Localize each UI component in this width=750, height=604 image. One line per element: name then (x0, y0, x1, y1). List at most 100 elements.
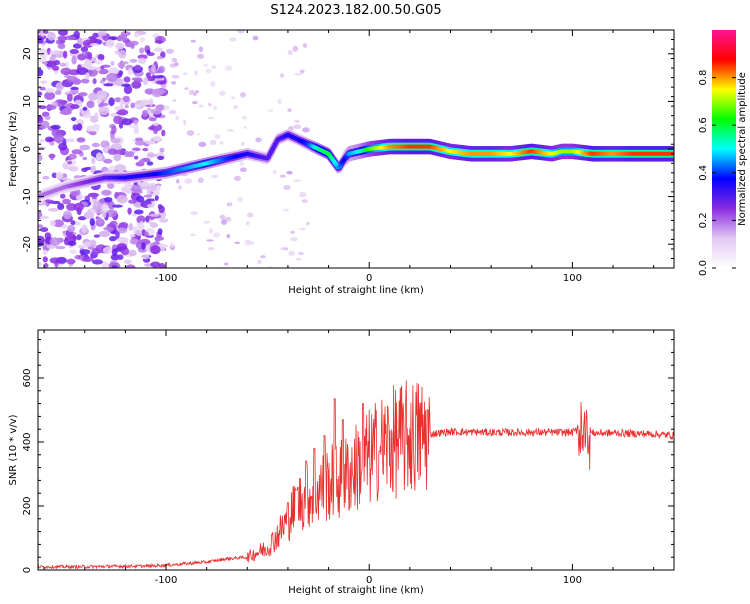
spectrogram-noise-blob (135, 229, 142, 236)
spectrogram-noise-blob (154, 88, 167, 94)
spectrogram-noise-blob (292, 45, 299, 52)
spectrogram-noise-blob (110, 112, 117, 118)
spectrogram-noise-blob (142, 147, 149, 152)
y-tick-label: -20 (22, 236, 33, 252)
spectrogram-noise-blob (42, 175, 50, 180)
spectrogram-noise-blob (84, 72, 90, 80)
spectrogram-noise-blob (134, 209, 144, 215)
spectrogram-noise-blob (252, 35, 259, 41)
spectrogram-noise-blob (139, 185, 151, 190)
y-tick-label: 600 (22, 368, 33, 387)
spectrogram-noise-blob (141, 242, 146, 250)
spectrogram-noise-blob (198, 46, 203, 53)
spectrogram-noise-blob (246, 221, 250, 225)
snr-panel: -100 0 100 0 200 400 600 Height of straight li… (8, 329, 675, 596)
spectrogram-noise-blob (161, 129, 166, 137)
spectrogram-noise-blob (64, 35, 77, 41)
y-tick-label: 10 (22, 95, 33, 108)
spectrogram-noise-blob (95, 152, 103, 161)
spectrogram-noise-blob (157, 155, 165, 160)
spectrogram-noise-blob (139, 100, 150, 106)
spectrogram-noise-blob (54, 90, 62, 95)
spectrogram-noise-blob (188, 89, 196, 95)
spectrogram-noise-blob (128, 40, 139, 46)
spectrogram-noise-blob (38, 261, 42, 267)
spectrogram-noise-blob (129, 234, 136, 238)
spectrogram-noise-blob (231, 96, 235, 100)
spectrogram-noise-blob (223, 262, 229, 266)
spectrogram-noise-blob (130, 102, 135, 109)
spectrogram-noise-blob (101, 140, 107, 146)
spectrogram-noise-blob (66, 93, 73, 102)
spectrogram-noise-blob (83, 211, 95, 220)
spectrogram-noise-blob (123, 76, 131, 83)
y-tick-label: -10 (22, 188, 33, 204)
spectrogram-noise-blob (114, 78, 124, 87)
spectrogram-noise-blob (207, 116, 215, 120)
spectrogram-noise-blob (239, 160, 244, 167)
spectrogram-noise-blob (62, 198, 71, 205)
spectrogram-noise-blob (92, 78, 97, 85)
spectrogram-noise-blob (198, 141, 207, 148)
spectrogram-noise-blob (294, 72, 303, 76)
spectrogram-noise-blob (67, 224, 76, 233)
spectrogram-noise-blob (44, 91, 56, 101)
spectrogram-noise-blob (106, 73, 118, 82)
spectrogram-noise-blob (184, 178, 193, 184)
spectrogram-noise-blob (153, 75, 164, 79)
spectrogram-noise-blob (57, 30, 69, 36)
spectrogram-noise-blob (229, 37, 237, 42)
spectrogram-noise-blob (178, 185, 183, 190)
spectrogram-noise-blob (40, 227, 49, 233)
y-tick-label: 0 (22, 567, 33, 573)
spectrogram-noise-blob (51, 172, 58, 179)
spectrogram-noise-blob (55, 39, 61, 45)
spectrogram-noise-blob (110, 254, 120, 261)
spectrogram-noise-blob (219, 141, 224, 145)
spectrogram-noise-blob (77, 244, 86, 249)
spectrogram-noise-blob (146, 161, 154, 166)
spectrogram-noise-blob (60, 67, 72, 76)
spectrogram-noise-blob (255, 137, 262, 143)
spectrogram-noise-blob (91, 142, 100, 148)
spectrogram-noise-blob (57, 35, 67, 42)
spectrogram-noise-blob (247, 212, 254, 218)
x-tick-label: 100 (563, 273, 582, 284)
spectrogram-noise-blob (57, 43, 66, 50)
spectrogram-noise-blob (67, 240, 77, 246)
spectrogram-noise-blob (50, 124, 61, 130)
spectrogram-noise-blob (290, 230, 295, 234)
spectrogram-noise-blob (150, 222, 158, 229)
y-tick-label: 20 (22, 47, 33, 60)
spectrogram-noise-blob (122, 95, 130, 103)
spectrogram-noise-blob (76, 196, 82, 201)
spectrogram-noise-blob (94, 112, 99, 121)
spectrogram-noise-blob (66, 76, 78, 83)
spectrogram-noise-blob (55, 245, 66, 250)
spectrogram-noise-blob (134, 155, 139, 160)
spectrogram-noise-blob (119, 98, 124, 108)
spectrogram-noise-blob (298, 192, 307, 198)
spectrogram-noise-blob (101, 203, 109, 213)
spectrogram-noise-blob (38, 36, 44, 44)
spectrogram-noise-blob (243, 126, 248, 129)
spectrogram-noise-blob (40, 80, 48, 84)
spectrogram-noise-blob (299, 69, 305, 74)
spectrogram-noise-blob (44, 88, 55, 93)
spectrogram-noise-blob (138, 159, 145, 164)
spectrogram-noise-blob (49, 153, 55, 161)
spectrogram-noise-blob (77, 53, 87, 61)
colorbar-tick-label: 0.6 (698, 117, 709, 133)
spectrogram-noise-blob (108, 97, 115, 107)
spectrogram-noise-blob (150, 261, 161, 268)
spectrogram-noise-blob (114, 50, 120, 55)
spectrogram-noise-blob (89, 218, 96, 226)
spectrogram-noise-blob (112, 204, 123, 208)
spectrogram-noise-blob (154, 236, 161, 243)
spectrogram-noise-blob (197, 133, 201, 136)
spectrogram-noise-blob (198, 104, 204, 108)
spectrogram-noise-blob (98, 102, 109, 107)
spectrogram-noise-blob (209, 227, 213, 234)
spectrogram-noise-blob (283, 208, 289, 212)
spectrogram-noise-blob (286, 170, 293, 175)
